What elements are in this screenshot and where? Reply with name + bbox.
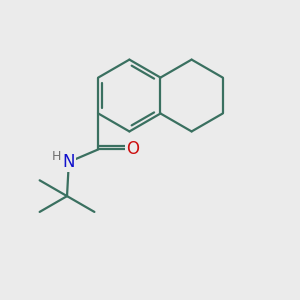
Text: H: H [52,150,61,163]
Text: N: N [63,153,75,171]
Text: O: O [126,140,139,158]
